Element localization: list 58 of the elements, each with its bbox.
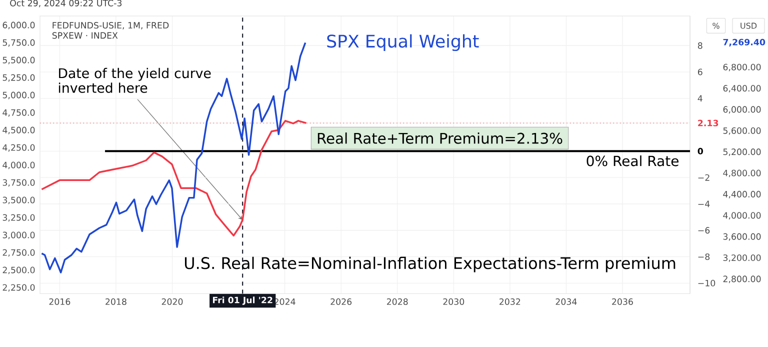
x-tick-label: 2020: [162, 298, 183, 305]
x-tick-label: 2034: [556, 298, 577, 305]
y2-tick-label: −6: [698, 227, 710, 234]
y2-tick-label: 0: [698, 148, 703, 154]
y-tick-label: 5,750.0: [2, 39, 35, 47]
x-tick-label: 2028: [386, 298, 408, 305]
y-tick-label: 5,000.0: [2, 92, 35, 100]
y-tick-label: 2,500.0: [2, 266, 35, 274]
y2-tick-label: 6: [698, 68, 702, 76]
y2-tick-label: −2: [698, 174, 710, 181]
y-tick-label: 4,250.0: [2, 144, 35, 152]
y-tick-label: 6,000.0: [2, 22, 35, 30]
y-tick-label: 4,750.0: [2, 109, 35, 117]
y2-tick-label: 4: [698, 95, 702, 102]
series-label: SPX Equal Weight: [327, 34, 479, 52]
x-tick-label: 2036: [612, 298, 633, 305]
y2-tick-label: −4: [698, 200, 710, 208]
y3-tick-label: 5,200.00: [723, 148, 761, 156]
y-tick-label: 3,000.0: [2, 232, 35, 240]
y3-tick-label: 4,400.00: [723, 190, 761, 198]
y3-tick-label: 3,200.00: [723, 254, 761, 262]
y-tick-label: 3,750.0: [2, 179, 35, 187]
y2-tick-label: −10: [698, 280, 716, 286]
y3-tick-label: 7,269.40: [723, 38, 766, 46]
x-tick-label: 2030: [443, 298, 464, 305]
y2-tick-label: −8: [698, 253, 710, 260]
x-tick-label: 2032: [500, 298, 520, 305]
y-tick-label: 3,500.0: [2, 196, 35, 204]
x-tick-label: 2026: [330, 298, 352, 305]
text: Oct 29, 2024 09:22 UTC-3: [10, 0, 122, 8]
y-tick-label: 5,500.0: [2, 56, 35, 64]
y3-tick-label: 6,800.00: [723, 64, 761, 72]
y2-tick-label: 8: [698, 42, 702, 49]
y-tick-label: 4,500.0: [2, 126, 35, 134]
annotation: FEDFUNDS-USIE, 1M, FRED: [52, 22, 169, 30]
x-tick-label: 2018: [106, 298, 126, 305]
y-tick-label: 3,250.0: [2, 214, 35, 222]
y3-tick-label: 2,800.00: [723, 276, 761, 284]
y3-tick-label: 4,800.00: [723, 170, 761, 178]
y3-tick-label: 5,600.00: [723, 127, 761, 135]
annotation: Date of the yield curve inverted here: [58, 68, 211, 93]
y3-tick-label: 6,000.00: [723, 106, 761, 114]
x-tick-label: 2016: [49, 298, 70, 305]
y-tick-label: 2,250.0: [2, 284, 35, 292]
y3-tick-label: 6,400.00: [723, 85, 761, 92]
y2-axis-title: %: [712, 22, 720, 29]
y3-axis-title: USD: [740, 22, 757, 29]
y-tick-label: 5,250.0: [2, 74, 35, 82]
ref-line-label: 0% Real Rate: [586, 155, 678, 166]
y-tick-label: 4,000.0: [2, 162, 35, 170]
y3-tick-label: 4,000.00: [723, 212, 761, 220]
y-tick-label: 2,750.0: [2, 249, 35, 257]
annotation: Real Rate+Term Premium=2.13%: [318, 132, 562, 144]
annotation: U.S. Real Rate=Nominal-Inflation Expectations-Term premium: [184, 256, 676, 272]
y2-tick-label: 2.13: [698, 120, 718, 126]
annotation: SPXEW · INDEX: [52, 32, 118, 39]
y3-tick-label: 3,600.00: [723, 233, 761, 241]
ref-line-label: Fri 01 Jul '22: [212, 296, 272, 305]
